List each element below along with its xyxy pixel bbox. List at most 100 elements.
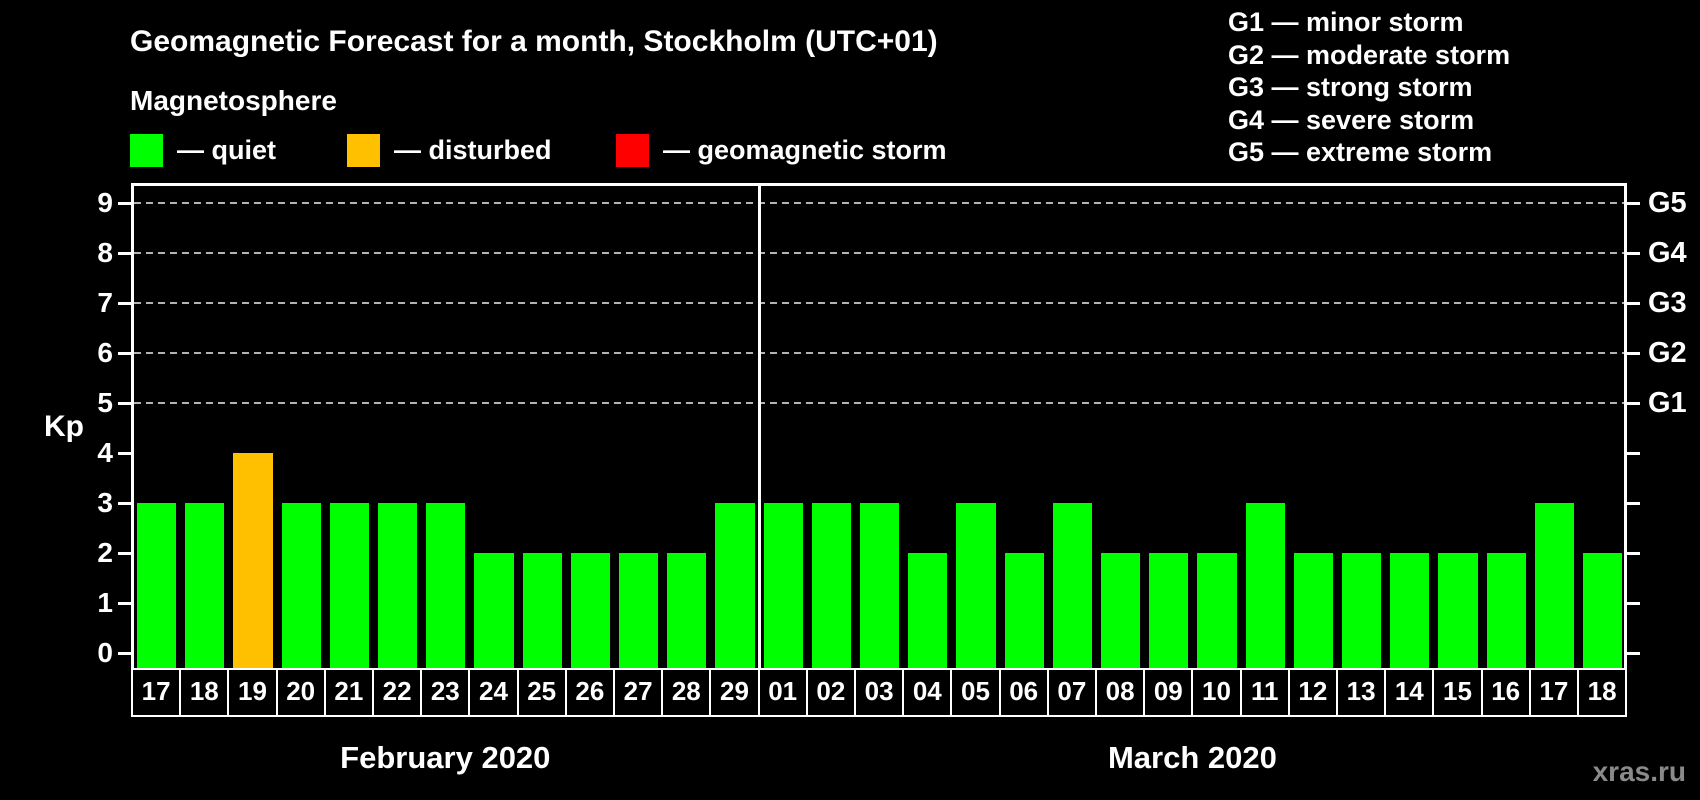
kp-bar xyxy=(1052,503,1092,668)
kp-bar xyxy=(137,503,177,668)
storm-scale-line-g5: G5 — extreme storm xyxy=(1228,137,1493,168)
date-cell: 29 xyxy=(709,668,760,717)
y-axis-label-kp: Kp xyxy=(44,410,84,443)
date-cell: 02 xyxy=(805,668,856,717)
date-cell: 20 xyxy=(275,668,326,717)
y-tick-left xyxy=(118,302,131,305)
y-tick-label: 6 xyxy=(97,337,113,368)
date-cell: 08 xyxy=(1095,668,1146,717)
storm-scale-legend: G1 — minor storm G2 — moderate storm G3 … xyxy=(1228,6,1510,169)
kp-bar xyxy=(426,503,466,668)
kp-bar xyxy=(1101,553,1141,668)
y-tick-right xyxy=(1627,452,1640,455)
date-cell: 03 xyxy=(854,668,905,717)
y-tick-label: 2 xyxy=(97,537,113,568)
plot-border-top xyxy=(131,183,1627,186)
y-tick-label: 7 xyxy=(97,287,113,318)
y-tick-left xyxy=(118,402,131,405)
y-tick-left xyxy=(118,602,131,605)
y-tick-right xyxy=(1627,652,1640,655)
y-tick-label: 8 xyxy=(97,237,113,268)
storm-scale-line-g3: G3 — strong storm xyxy=(1228,72,1473,103)
kp-bar xyxy=(474,553,514,668)
gridline xyxy=(134,352,1624,354)
kp-bar xyxy=(956,503,996,668)
y-tick-left xyxy=(118,352,131,355)
y-tick-label: 0 xyxy=(97,637,113,668)
legend-swatch-storm xyxy=(616,133,649,167)
kp-bar xyxy=(1004,553,1044,668)
y-tick-right xyxy=(1627,552,1640,555)
date-cell: 11 xyxy=(1239,668,1290,717)
g-level-label: G1 xyxy=(1648,387,1687,419)
kp-bar xyxy=(1293,553,1333,668)
date-cell: 18 xyxy=(179,668,230,717)
legend-label-disturbed: — disturbed xyxy=(394,134,552,165)
kp-bar xyxy=(281,503,321,668)
date-cell: 19 xyxy=(227,668,278,717)
y-tick-label: 1 xyxy=(97,587,113,618)
kp-bar xyxy=(185,503,225,668)
y-tick-label: 9 xyxy=(97,187,113,218)
date-cell: 06 xyxy=(998,668,1049,717)
legend-item-disturbed: — disturbed xyxy=(347,132,552,168)
kp-bar xyxy=(860,503,900,668)
legend-item-quiet: — quiet xyxy=(130,132,276,168)
date-cell: 07 xyxy=(1046,668,1097,717)
y-axis-left xyxy=(131,183,134,668)
g-level-label: G3 xyxy=(1648,287,1687,319)
y-tick-left xyxy=(118,552,131,555)
y-tick-label: 3 xyxy=(97,487,113,518)
date-cell: 21 xyxy=(323,668,374,717)
kp-bar xyxy=(1583,553,1623,668)
gridline xyxy=(134,202,1624,204)
date-cell: 05 xyxy=(950,668,1001,717)
date-cell: 26 xyxy=(564,668,615,717)
kp-bar xyxy=(1245,503,1285,668)
g-level-label: G2 xyxy=(1648,337,1687,369)
page-title: Geomagnetic Forecast for a month, Stockh… xyxy=(130,25,938,58)
date-cell: 28 xyxy=(661,668,712,717)
kp-bar xyxy=(1438,553,1478,668)
date-cell: 23 xyxy=(420,668,471,717)
storm-scale-line-g4: G4 — severe storm xyxy=(1228,104,1475,135)
kp-bar xyxy=(1197,553,1237,668)
kp-bar xyxy=(667,553,707,668)
date-cell: 14 xyxy=(1384,668,1435,717)
kp-bar xyxy=(1342,553,1382,668)
legend-swatch-disturbed xyxy=(347,133,380,167)
date-cell: 22 xyxy=(372,668,423,717)
y-tick-left xyxy=(118,252,131,255)
date-cell: 01 xyxy=(757,668,808,717)
kp-bar xyxy=(715,503,755,668)
date-cell: 17 xyxy=(1528,668,1579,717)
date-cell: 15 xyxy=(1432,668,1483,717)
y-tick-label: 4 xyxy=(97,437,113,468)
gridline xyxy=(134,302,1624,304)
chart-subtitle: Magnetosphere xyxy=(130,85,337,116)
y-tick-left xyxy=(118,202,131,205)
kp-bar xyxy=(811,503,851,668)
y-tick-left xyxy=(118,652,131,655)
date-cell: 13 xyxy=(1336,668,1387,717)
date-cell: 12 xyxy=(1287,668,1338,717)
date-cell: 17 xyxy=(131,668,182,717)
date-cell: 16 xyxy=(1480,668,1531,717)
month-label: February 2020 xyxy=(340,740,551,775)
date-cell: 27 xyxy=(613,668,664,717)
y-tick-right xyxy=(1627,252,1640,255)
date-cell: 18 xyxy=(1577,668,1628,717)
legend-label-quiet: — quiet xyxy=(177,134,276,165)
kp-bar xyxy=(378,503,418,668)
storm-scale-line-g2: G2 — moderate storm xyxy=(1228,39,1511,70)
y-tick-right xyxy=(1627,502,1640,505)
kp-bar xyxy=(522,553,562,668)
kp-bar xyxy=(1534,503,1574,668)
kp-bar xyxy=(763,503,803,668)
kp-bar xyxy=(570,553,610,668)
kp-bar xyxy=(908,553,948,668)
date-cell: 10 xyxy=(1191,668,1242,717)
kp-bar xyxy=(619,553,659,668)
